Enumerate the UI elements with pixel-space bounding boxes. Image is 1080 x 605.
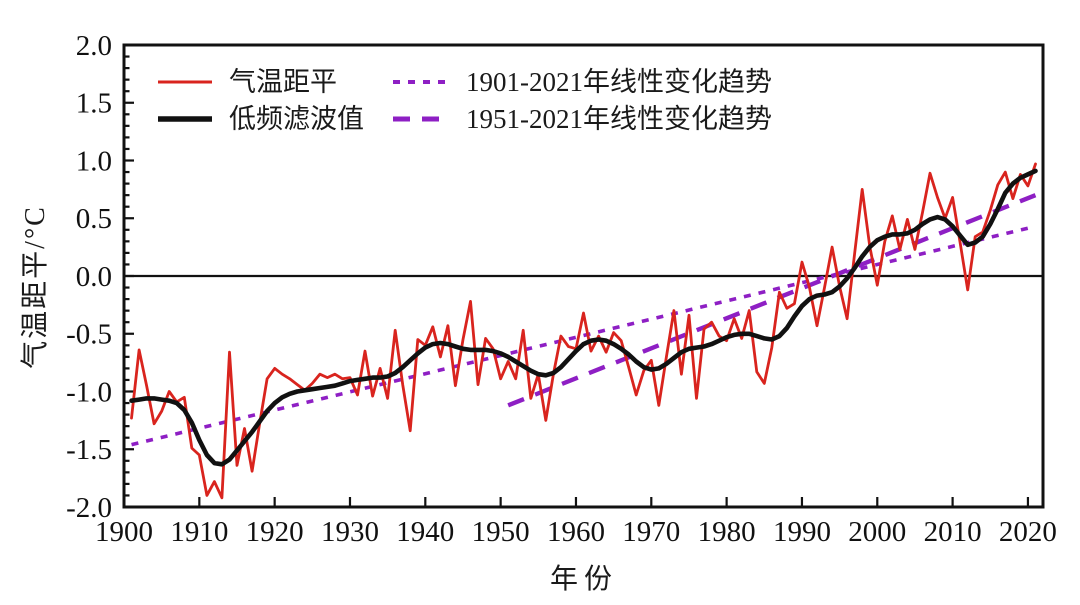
legend-label-trend-1901: 1901-2021年线性变化趋势 — [466, 67, 772, 97]
legend-item-anomaly: 气温距平 — [156, 64, 337, 100]
y-tick-label: -1.0 — [66, 376, 112, 408]
y-tick-label: 0.5 — [76, 203, 112, 235]
trend-1951-2021 — [507, 193, 1037, 408]
data-series — [129, 162, 1038, 500]
y-tick-label: 2.0 — [76, 30, 112, 62]
x-tick-label: 2010 — [924, 516, 982, 548]
series-anomaly — [130, 162, 1037, 500]
x-tick-label: 1960 — [547, 516, 605, 548]
trend-1901-2021 — [131, 224, 1036, 447]
y-axis-title: 气温距平/°C — [20, 205, 51, 369]
y-tick-label: -1.5 — [66, 434, 112, 466]
x-axis-title: 年份 — [549, 564, 619, 595]
x-tick-label: 1950 — [472, 516, 530, 548]
x-tick-label: 1930 — [321, 516, 379, 548]
x-tick-label: 1980 — [698, 516, 756, 548]
x-tick-label: 1910 — [170, 516, 228, 548]
x-tick-label: 2020 — [999, 516, 1057, 548]
legend-line-dashed-purple-icon — [393, 116, 449, 122]
x-tick-label: 1970 — [622, 516, 680, 548]
legend-label-trend-1951: 1951-2021年线性变化趋势 — [466, 104, 772, 134]
x-tick-label: 1920 — [246, 516, 304, 548]
y-tick-label: 1.5 — [76, 88, 112, 120]
y-axis-ticks: -2.0 -1.5 -1.0 -0.5 0.0 0.5 1.0 1.5 2.0 — [66, 30, 134, 524]
y-tick-label: -0.5 — [66, 319, 112, 351]
x-axis-ticks: 1900 1910 1920 1930 1940 1950 1960 1970 1980 1990… — [95, 497, 1057, 548]
y-tick-label: -2.0 — [66, 492, 112, 524]
legend-label-filtered: 低频滤波值 — [229, 104, 364, 134]
legend-line-solid-black-icon — [158, 116, 212, 122]
x-tick-label: 1900 — [95, 516, 153, 548]
y-tick-label: 0.0 — [76, 261, 112, 293]
legend-line-dotted-purple-icon — [393, 80, 449, 84]
trend-lines — [131, 193, 1037, 447]
legend-item-trend-1901: 1901-2021年线性变化趋势 — [391, 64, 772, 100]
legend-line-solid-red-icon — [158, 80, 212, 84]
legend-label-anomaly: 气温距平 — [229, 67, 337, 97]
series-filtered — [129, 168, 1038, 467]
x-tick-label: 1990 — [773, 516, 831, 548]
x-tick-label: 1940 — [396, 516, 454, 548]
y-tick-label: 1.0 — [76, 145, 112, 177]
x-tick-label: 2000 — [848, 516, 906, 548]
legend-item-filtered: 低频滤波值 — [156, 101, 364, 137]
legend-item-trend-1951: 1951-2021年线性变化趋势 — [391, 101, 772, 137]
